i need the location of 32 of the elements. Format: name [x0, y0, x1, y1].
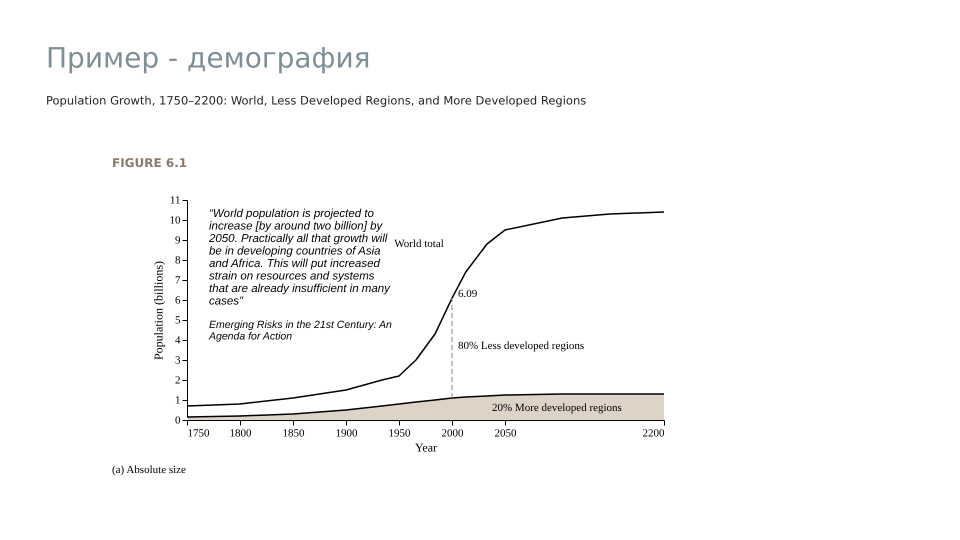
y-axis-title: Population (billions)	[152, 260, 166, 360]
y-tick-label: 2	[175, 374, 180, 386]
x-tick-label: 1750	[188, 428, 210, 440]
y-tick-label: 9	[175, 234, 181, 246]
x-tick-label: 1850	[282, 428, 305, 440]
y-tick-label: 3	[175, 354, 181, 366]
text: (a) Absolute size	[112, 464, 186, 476]
annotation: “World population is projected to increase [by around two billion] by 2050. Practically all that growth will be in developing countries of Asia and Africa. This will put increased strain on resources and systems that are already insufficient in many cases”	[208, 208, 392, 308]
y-tick-label: 5	[175, 314, 181, 326]
x-tick-label: 1900	[336, 428, 358, 440]
y-tick-label: 0	[175, 414, 181, 426]
chart-subtitle: Population Growth, 1750–2200: World, Less Developed Regions, and More Developed Regions	[46, 94, 586, 108]
x-tick-label: 2000	[442, 428, 464, 440]
y-tick-label: 10	[170, 214, 181, 226]
y-tick-label: 6	[175, 294, 181, 306]
x-tick-label: 2200	[642, 428, 665, 440]
y-tick-label: 8	[175, 254, 181, 266]
text: World total	[394, 238, 444, 250]
annotation: 20% More developed regions	[492, 402, 622, 414]
x-tick-label: 1800	[230, 428, 252, 440]
annotation: 80% Less developed regions	[458, 340, 584, 352]
x-axis-title: Year	[414, 440, 438, 454]
x-tick-label: 1950	[388, 428, 411, 440]
annotation: 6.09	[458, 288, 478, 300]
annotation: Emerging Risks in the 21st Century: An Agenda for Action	[208, 319, 392, 342]
chart-title: Пример - демография	[46, 42, 371, 74]
y-tick-label: 11	[170, 194, 180, 206]
y-tick-label: 1	[175, 394, 180, 406]
x-tick-label: 2050	[494, 428, 517, 440]
y-tick-label: 7	[175, 274, 181, 286]
caption: FIGURE 6.1	[112, 156, 188, 170]
y-tick-label: 4	[175, 334, 181, 346]
